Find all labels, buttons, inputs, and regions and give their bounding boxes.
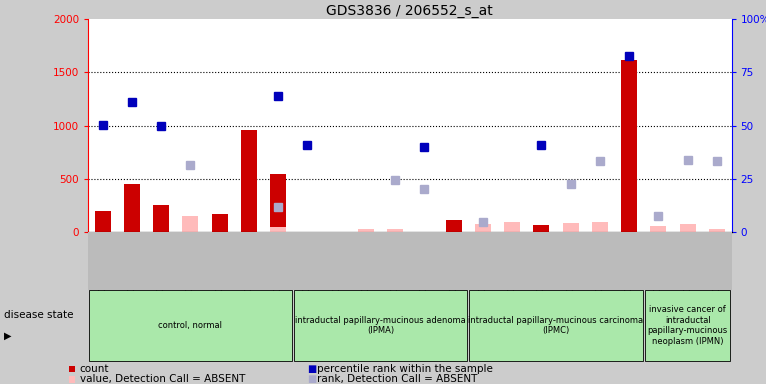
- Bar: [650, 226, 666, 232]
- Bar: [679, 224, 696, 232]
- Text: rank, Detection Call = ABSENT: rank, Detection Call = ABSENT: [317, 374, 477, 384]
- Bar: [124, 184, 140, 232]
- Text: ■: ■: [307, 374, 316, 384]
- Title: GDS3836 / 206552_s_at: GDS3836 / 206552_s_at: [326, 4, 493, 18]
- Text: intraductal papillary-mucinous carcinoma
(IPMC): intraductal papillary-mucinous carcinoma…: [469, 316, 643, 335]
- Bar: [562, 223, 579, 232]
- Bar: [446, 220, 462, 232]
- Bar: [358, 229, 374, 232]
- Bar: [182, 216, 198, 232]
- Bar: [153, 205, 169, 232]
- Bar: [533, 225, 549, 232]
- Bar: [387, 229, 403, 232]
- Bar: [241, 130, 257, 232]
- Bar: [504, 222, 520, 232]
- Text: invasive cancer of
intraductal
papillary-mucinous
neoplasm (IPMN): invasive cancer of intraductal papillary…: [647, 305, 728, 346]
- Text: value, Detection Call = ABSENT: value, Detection Call = ABSENT: [80, 374, 245, 384]
- Text: count: count: [80, 364, 110, 374]
- Bar: [621, 60, 637, 232]
- Bar: [95, 211, 111, 232]
- Text: percentile rank within the sample: percentile rank within the sample: [317, 364, 493, 374]
- Bar: [475, 224, 491, 232]
- Text: ▶: ▶: [4, 331, 11, 341]
- Bar: [270, 174, 286, 232]
- Bar: [270, 227, 286, 232]
- Text: intraductal papillary-mucinous adenoma
(IPMA): intraductal papillary-mucinous adenoma (…: [295, 316, 466, 335]
- Text: control, normal: control, normal: [159, 321, 222, 330]
- Bar: [211, 214, 228, 232]
- Text: disease state: disease state: [4, 310, 74, 320]
- Bar: [592, 222, 608, 232]
- Bar: [709, 229, 725, 232]
- Text: ■: ■: [307, 364, 316, 374]
